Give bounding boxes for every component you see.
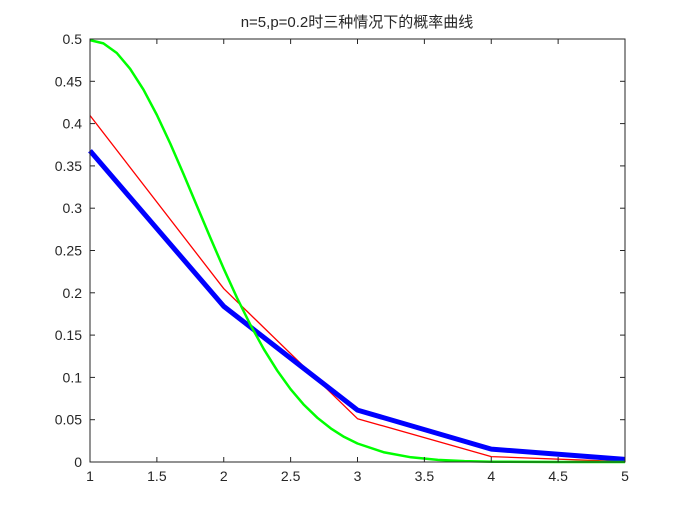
y-tick-label: 0.1: [63, 369, 83, 385]
y-tick-label: 0.4: [63, 116, 83, 132]
x-tick-label: 5: [621, 468, 629, 484]
y-tick-label: 0.15: [55, 327, 82, 343]
chart-title: n=5,p=0.2时三种情况下的概率曲线: [241, 14, 474, 31]
axes-box: [89, 38, 626, 463]
y-tick-label: 0.2: [63, 285, 83, 301]
y-tick-label: 0: [74, 454, 82, 470]
x-tick-label: 1.5: [147, 468, 167, 484]
x-tick-label: 4.5: [548, 468, 568, 484]
series-line-poisson: [88, 149, 626, 462]
y-tick-label: 0.45: [55, 73, 82, 89]
y-tick-label: 0.35: [55, 158, 82, 174]
y-tick-label: 0.3: [63, 200, 83, 216]
y-tick-label: 0.5: [63, 31, 83, 47]
x-tick-label: 3.5: [415, 468, 435, 484]
x-tick-label: 2: [220, 468, 228, 484]
x-tick-label: 2.5: [281, 468, 301, 484]
ticks: 1 1.5 2 2.5 3 3.5 4 4.5 5 0 0.05 0.1 0.15 0.2 0.25 0.3 0…: [55, 31, 629, 484]
y-tick-label: 0.25: [55, 243, 82, 259]
x-tick-label: 3: [354, 468, 362, 484]
series-layer: [88, 38, 626, 464]
y-tick-label: 0.05: [55, 412, 82, 428]
series-line-normal: [89, 38, 625, 464]
series-line-binomial: [89, 115, 626, 463]
x-tick-label: 4: [487, 468, 495, 484]
x-tick-label: 1: [86, 468, 94, 484]
